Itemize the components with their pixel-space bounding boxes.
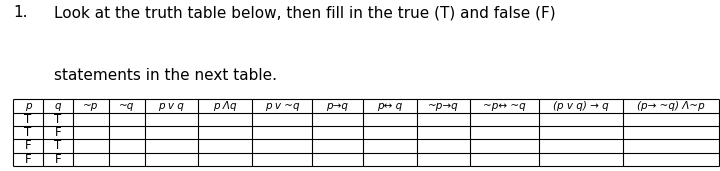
Text: T: T [24, 126, 32, 139]
Text: (p v q) → q: (p v q) → q [553, 101, 609, 111]
Text: statements in the next table.: statements in the next table. [54, 68, 277, 83]
Text: F: F [24, 153, 31, 166]
Text: p Λq: p Λq [213, 101, 237, 111]
Text: T: T [54, 139, 61, 152]
Text: ~q: ~q [119, 101, 134, 111]
Text: p→q: p→q [326, 101, 348, 111]
Text: p↔ q: p↔ q [377, 101, 402, 111]
Text: ~p→q: ~p→q [428, 101, 459, 111]
Text: T: T [24, 113, 32, 126]
Text: F: F [55, 126, 61, 139]
Text: F: F [24, 139, 31, 152]
Text: T: T [54, 113, 61, 126]
Text: ~p↔ ~q: ~p↔ ~q [483, 101, 526, 111]
Text: p v q: p v q [158, 101, 184, 111]
Text: 1.: 1. [13, 5, 27, 20]
Text: ~p: ~p [83, 101, 99, 111]
Text: q: q [55, 101, 61, 111]
Text: Look at the truth table below, then fill in the true (T) and false (F): Look at the truth table below, then fill… [54, 5, 556, 20]
Text: p: p [24, 101, 31, 111]
Text: F: F [55, 153, 61, 166]
Text: (p→ ~q) Λ~p: (p→ ~q) Λ~p [637, 101, 705, 111]
Text: p v ~q: p v ~q [265, 101, 300, 111]
